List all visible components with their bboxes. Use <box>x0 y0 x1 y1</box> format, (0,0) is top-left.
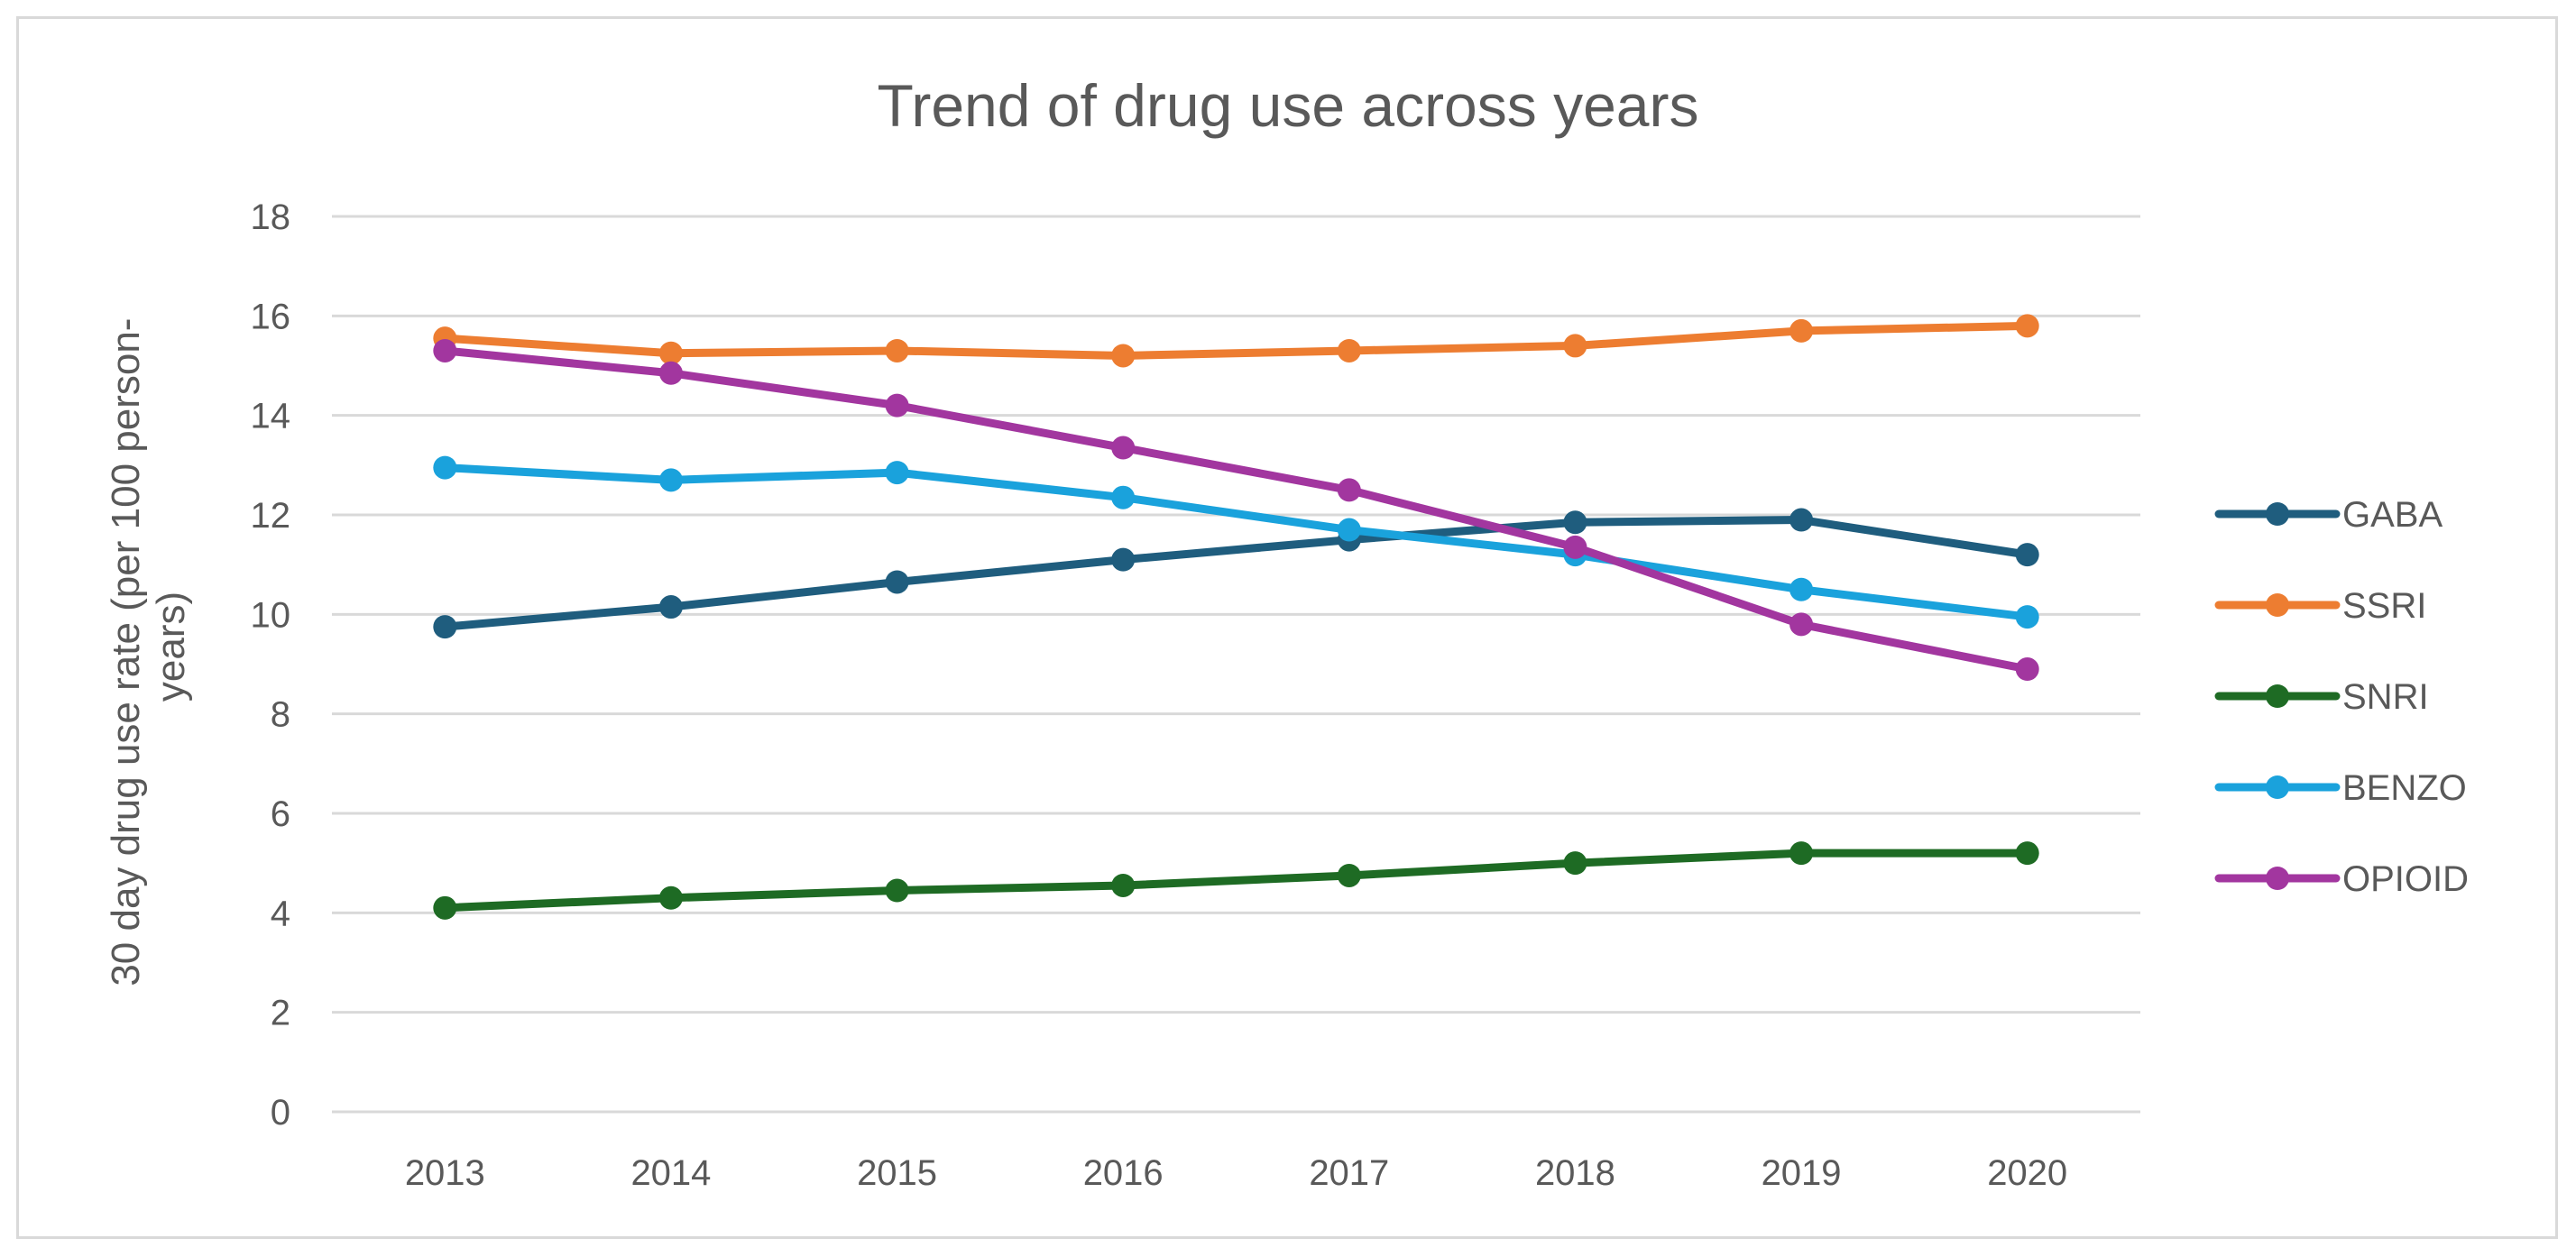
data-point-benzo-2013 <box>433 455 457 480</box>
y-axis-ticks: 0 2 4 6 8 10 12 14 16 18 <box>251 197 291 1133</box>
data-point-snri-2020 <box>2015 841 2039 866</box>
data-point-benzo-2014 <box>658 468 683 492</box>
legend-label: SNRI <box>2342 677 2429 717</box>
x-tick-label: 2019 <box>1762 1153 1842 1193</box>
y-tick-label: 14 <box>251 397 291 436</box>
data-point-ssri-2020 <box>2015 314 2039 338</box>
data-point-opioid-2017 <box>1337 478 1361 502</box>
data-point-ssri-2016 <box>1111 344 1136 368</box>
data-point-snri-2019 <box>1789 841 1814 866</box>
data-point-gaba-2020 <box>2015 543 2039 567</box>
data-point-benzo-2017 <box>1337 518 1361 542</box>
data-point-ssri-2017 <box>1337 338 1361 362</box>
legend: GABA SSRI SNRI BENZO OPIOID <box>2214 495 2469 899</box>
legend-item-benzo: BENZO <box>2214 768 2467 808</box>
series-ssri <box>433 314 2039 368</box>
data-point-benzo-2015 <box>885 461 909 485</box>
y-axis-title-line-1: 30 day drug use rate (per 100 person- <box>104 318 148 986</box>
legend-item-snri: SNRI <box>2214 677 2429 717</box>
y-tick-label: 4 <box>271 894 290 933</box>
legend-swatch-marker <box>2266 593 2289 617</box>
series-line-benzo <box>440 463 2032 621</box>
data-point-snri-2014 <box>658 885 683 910</box>
data-point-ssri-2018 <box>1563 334 1587 358</box>
series-line-opioid <box>440 346 2032 674</box>
data-point-opioid-2014 <box>658 361 683 385</box>
data-point-gaba-2019 <box>1789 508 1814 532</box>
y-tick-label: 0 <box>271 1093 290 1133</box>
legend-item-opioid: OPIOID <box>2214 859 2469 899</box>
legend-swatch-marker <box>2266 775 2289 799</box>
data-point-snri-2018 <box>1563 851 1587 876</box>
legend-item-ssri: SSRI <box>2214 586 2426 626</box>
legend-label: OPIOID <box>2342 859 2469 899</box>
data-point-ssri-2014 <box>658 341 683 365</box>
legend-label: BENZO <box>2342 768 2467 808</box>
data-point-snri-2013 <box>433 895 457 920</box>
series-line-gaba <box>440 516 2032 631</box>
data-point-ssri-2015 <box>885 338 909 362</box>
data-point-opioid-2019 <box>1789 612 1814 637</box>
x-tick-label: 2013 <box>405 1153 485 1193</box>
series-line-ssri <box>440 321 2032 360</box>
data-point-opioid-2018 <box>1563 535 1587 559</box>
data-point-benzo-2016 <box>1111 485 1136 509</box>
data-point-gaba-2016 <box>1111 547 1136 572</box>
legend-label: SSRI <box>2342 586 2426 626</box>
x-tick-label: 2020 <box>1987 1153 2067 1193</box>
data-point-opioid-2020 <box>2015 657 2039 682</box>
data-point-snri-2017 <box>1337 863 1361 887</box>
data-point-ssri-2019 <box>1789 318 1814 343</box>
data-point-snri-2016 <box>1111 873 1136 897</box>
x-axis-ticks: 2013 2014 2015 2016 2017 2018 2019 2020 <box>405 1153 2067 1193</box>
y-tick-label: 16 <box>251 297 291 336</box>
gridlines <box>332 215 2140 1114</box>
data-point-opioid-2013 <box>433 338 457 362</box>
x-tick-label: 2017 <box>1309 1153 1389 1193</box>
x-tick-label: 2014 <box>630 1153 711 1193</box>
data-point-gaba-2018 <box>1563 510 1587 535</box>
data-point-opioid-2015 <box>885 393 909 417</box>
chart-title: Trend of drug use across years <box>878 72 1699 139</box>
legend-swatch-marker <box>2266 502 2289 526</box>
series-opioid <box>433 338 2039 682</box>
x-tick-label: 2018 <box>1535 1153 1615 1193</box>
data-point-gaba-2014 <box>658 595 683 619</box>
data-point-snri-2015 <box>885 878 909 903</box>
series-lines <box>433 314 2039 920</box>
data-point-gaba-2013 <box>433 615 457 639</box>
legend-label: GABA <box>2342 495 2443 535</box>
data-point-gaba-2015 <box>885 570 909 594</box>
data-point-benzo-2019 <box>1789 577 1814 601</box>
series-snri <box>433 841 2039 920</box>
x-tick-label: 2016 <box>1083 1153 1164 1193</box>
y-tick-label: 6 <box>271 794 290 834</box>
legend-swatch-marker <box>2266 684 2289 708</box>
y-tick-label: 10 <box>251 595 291 635</box>
y-tick-label: 12 <box>251 496 291 536</box>
y-tick-label: 18 <box>251 197 291 237</box>
series-benzo <box>433 455 2039 629</box>
series-line-snri <box>440 849 2032 913</box>
y-axis-title-line-2: years) <box>149 592 193 702</box>
y-axis-title: 30 day drug use rate (per 100 person- ye… <box>104 307 193 986</box>
y-tick-label: 8 <box>271 695 290 735</box>
x-tick-label: 2015 <box>857 1153 937 1193</box>
legend-item-gaba: GABA <box>2214 495 2443 535</box>
data-point-opioid-2016 <box>1111 436 1136 460</box>
legend-swatch-marker <box>2266 867 2289 890</box>
data-point-benzo-2020 <box>2015 605 2039 629</box>
y-tick-label: 2 <box>271 994 290 1033</box>
